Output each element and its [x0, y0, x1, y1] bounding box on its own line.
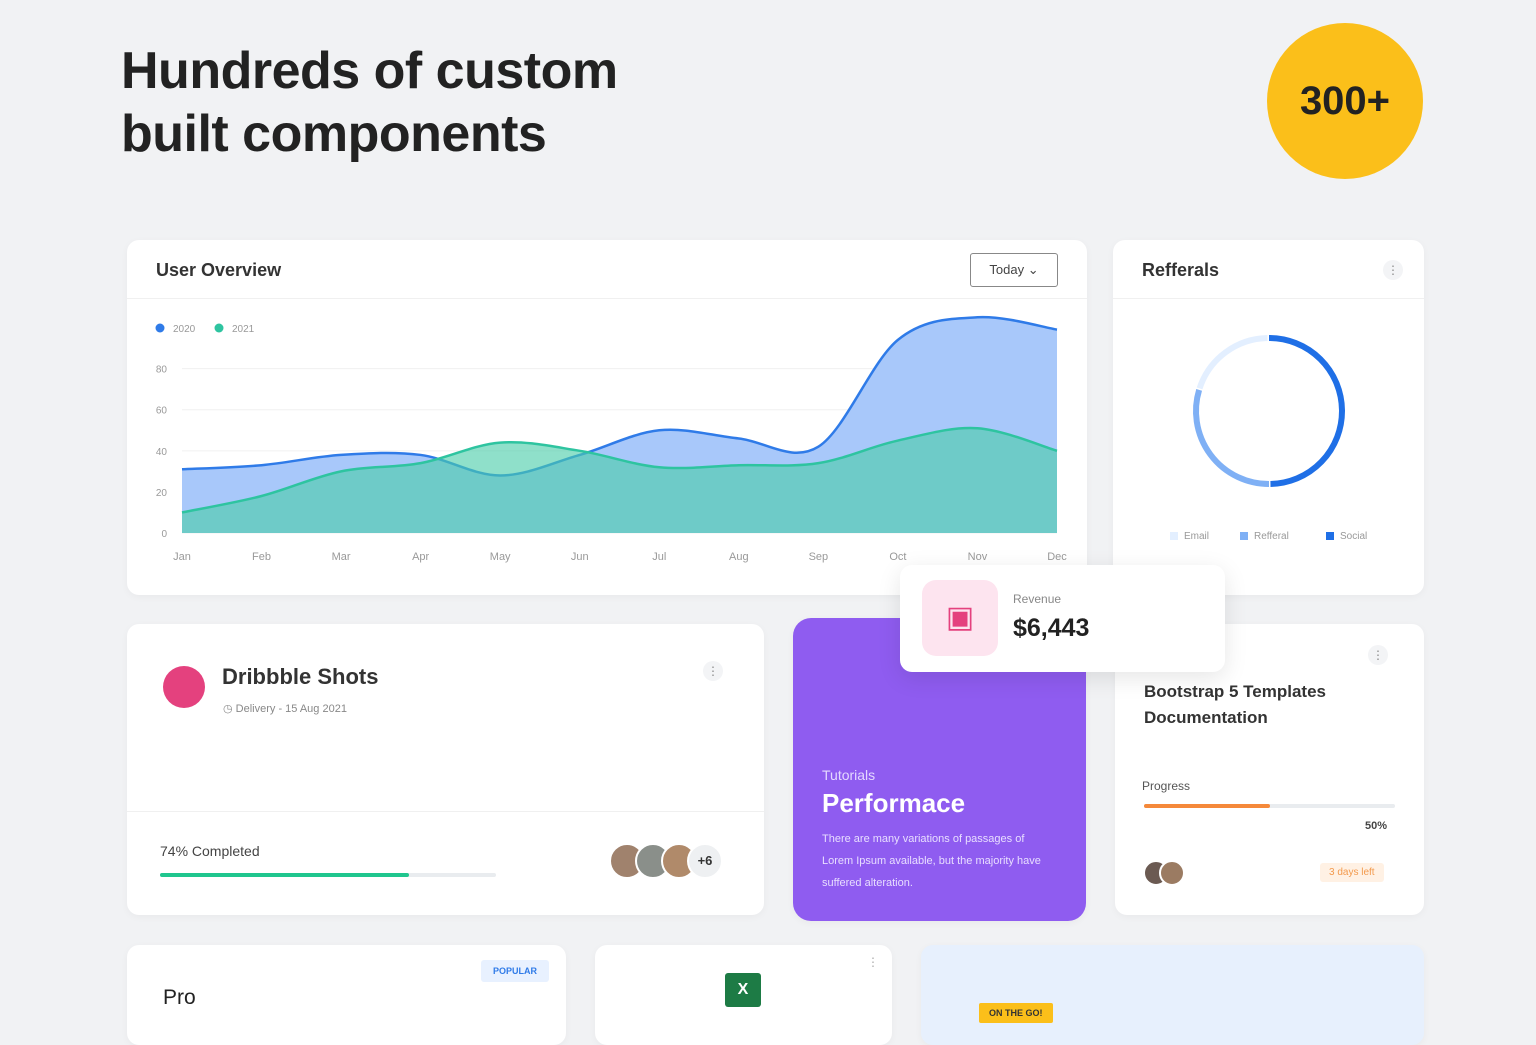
pricing-card: POPULAR Pro: [127, 945, 566, 1045]
popular-badge: POPULAR: [481, 960, 550, 982]
legend-marker: [214, 323, 224, 333]
user-overview-card: User Overview Today ⌄ 0 20 40 60 80 Jan Feb Mar…: [127, 240, 1087, 595]
donut-segment: [1193, 388, 1270, 487]
legend-marker: [1326, 532, 1334, 540]
filter-label: Today: [989, 262, 1025, 277]
series-line: [181, 426, 1058, 514]
legend-marker: [1170, 532, 1178, 540]
progress-label: Progress: [1142, 779, 1191, 793]
card-title: User Overview: [156, 260, 282, 280]
y-tick-label: 60: [156, 406, 168, 417]
donut-chart: Email Refferal Social: [1170, 335, 1367, 542]
legend-marker: [155, 323, 165, 333]
dribbble-icon: [163, 666, 205, 708]
legend-marker: [1240, 532, 1248, 540]
description: There are many variations of passages of…: [822, 833, 1041, 889]
file-card: X ⋮: [595, 945, 892, 1045]
x-tick-label: Jun: [571, 551, 589, 563]
x-tick-label: Nov: [968, 551, 988, 563]
delivery-date: ◷ Delivery - 15 Aug 2021: [223, 703, 347, 715]
x-tick-label: Aug: [729, 551, 749, 563]
y-tick-label: 40: [156, 447, 168, 458]
progress-bar: [160, 873, 409, 877]
avatar-more: +6: [687, 843, 723, 879]
x-tick-label: Dec: [1047, 551, 1067, 563]
legend-label: Social: [1340, 531, 1367, 542]
area-chart: 0 20 40 60 80 Jan Feb Mar Apr May Jun Jul Aug Sep Oct N…: [155, 315, 1067, 563]
wallet-icon: ▣: [922, 580, 998, 656]
status-badge: 3 days left: [1320, 863, 1384, 882]
x-tick-label: Apr: [412, 551, 429, 563]
referrals-card: Refferals ⋮ Email Refferal Social: [1113, 240, 1424, 595]
revenue-value: $6,443: [1013, 614, 1090, 642]
card-title: Bootstrap 5 Templates Documentation: [1144, 682, 1327, 727]
legend-label: 2021: [232, 324, 255, 335]
card-title: Refferals: [1142, 260, 1220, 280]
donut-segment: [1196, 335, 1268, 390]
dribbble-card: Dribbble Shots ◷ Delivery - 15 Aug 2021 …: [127, 624, 764, 915]
x-tick-label: Oct: [889, 551, 906, 563]
x-tick-label: May: [490, 551, 511, 563]
series-line: [181, 315, 1058, 477]
bootstrap-card: ⋮ Bootstrap 5 Templates Documentation Pr…: [1115, 624, 1424, 915]
progress-track: [1144, 804, 1395, 808]
legend-label: Email: [1184, 531, 1209, 542]
count-badge: 300+: [1267, 23, 1423, 179]
progress-bar: [1144, 804, 1270, 808]
y-tick-label: 20: [156, 488, 168, 499]
x-tick-label: Jan: [173, 551, 191, 563]
menu-button[interactable]: ⋮: [1368, 645, 1388, 665]
divider: [1113, 298, 1424, 299]
progress-label: 74% Completed: [160, 843, 260, 859]
revenue-card: ▣ Revenue $6,443: [900, 565, 1225, 672]
donut-segment: [1268, 335, 1345, 487]
headline: Hundreds of custom built components: [121, 40, 618, 166]
excel-icon: X: [725, 973, 761, 1007]
legend-label: 2020: [173, 324, 196, 335]
revenue-label: Revenue: [1013, 592, 1062, 606]
menu-button[interactable]: ⋮: [1383, 260, 1403, 280]
progress-track: [160, 873, 496, 877]
delivery-text: Delivery - 15 Aug 2021: [235, 703, 347, 715]
progress-percent: 50%: [1365, 820, 1388, 832]
y-tick-label: 0: [161, 529, 167, 540]
headline-line: built components: [121, 105, 547, 163]
x-tick-label: Feb: [252, 551, 271, 563]
headline-line: Hundreds of custom: [121, 42, 618, 100]
x-tick-label: Mar: [332, 551, 351, 563]
card-title: Performace: [822, 788, 966, 818]
divider: [127, 298, 1087, 299]
x-tick-label: Sep: [809, 551, 829, 563]
promo-badge: ON THE GO!: [979, 1003, 1053, 1023]
menu-button[interactable]: ⋮: [703, 661, 723, 681]
filter-button[interactable]: Today ⌄: [970, 253, 1058, 287]
divider: [127, 811, 764, 812]
promo-card: ON THE GO!: [921, 945, 1424, 1045]
x-tick-label: Jul: [652, 551, 666, 563]
avatar: [1159, 860, 1185, 886]
card-title: Dribbble Shots: [222, 664, 379, 689]
kicker: Tutorials: [822, 767, 876, 783]
series-area: [182, 427, 1057, 533]
y-tick-label: 80: [156, 365, 168, 376]
legend-label: Refferal: [1254, 531, 1289, 542]
menu-button[interactable]: ⋮: [867, 955, 879, 969]
plan-name: Pro: [163, 986, 196, 1009]
